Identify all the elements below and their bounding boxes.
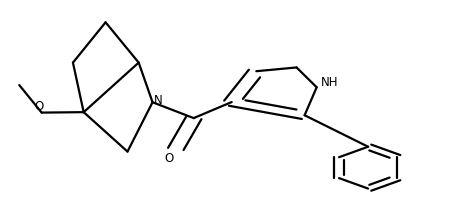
- Text: O: O: [164, 152, 174, 165]
- Text: N: N: [153, 94, 162, 107]
- Text: NH: NH: [320, 76, 338, 89]
- Text: O: O: [35, 100, 44, 113]
